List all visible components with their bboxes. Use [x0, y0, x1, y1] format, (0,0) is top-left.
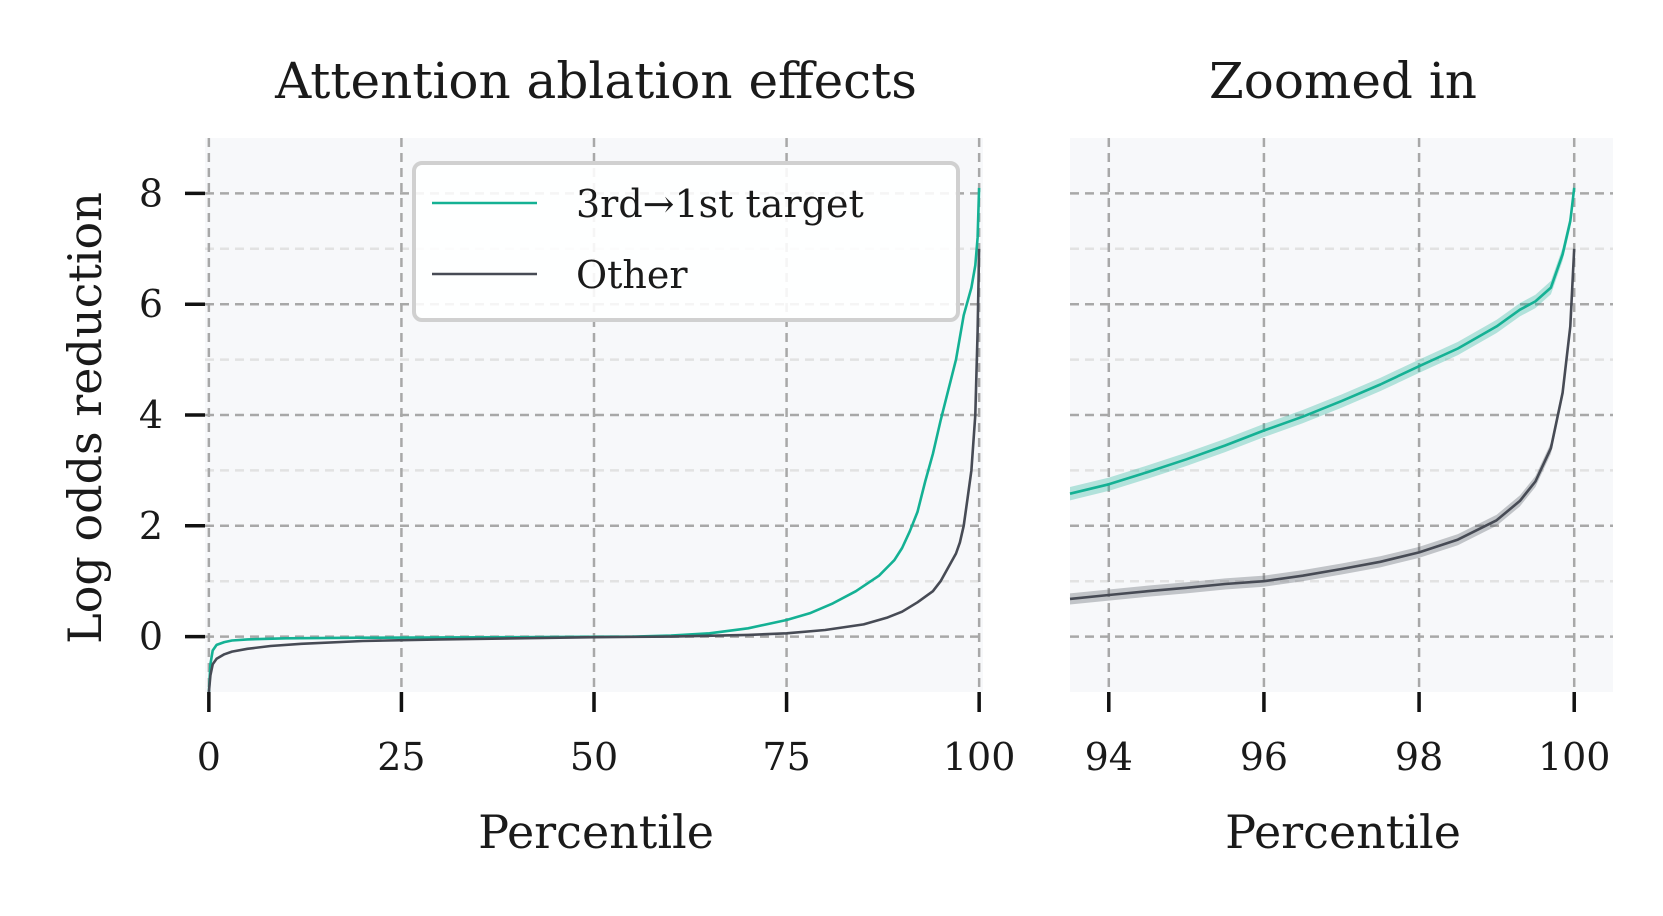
- right-x-axis-label: Percentile: [1225, 805, 1461, 859]
- left-chart-title: Attention ablation effects: [274, 52, 917, 110]
- legend: 3rd→1st target Other: [412, 161, 960, 322]
- left-y-axis-label: Log odds reduction: [58, 192, 112, 644]
- legend-label-other: Other: [576, 253, 688, 297]
- right-plot-area: 94 96 98 100: [1069, 138, 1613, 779]
- left-series-line-1: [207, 248, 981, 693]
- right-series-line-1: [1069, 248, 1576, 601]
- left-x-tick-label: 50: [570, 735, 618, 779]
- left-x-tick-label: 75: [762, 735, 810, 779]
- right-series-line-0: [1069, 187, 1576, 495]
- left-y-tick-label: 0: [139, 615, 163, 659]
- right-chart-title: Zoomed in: [1209, 52, 1477, 110]
- panel-right: Zoomed in 94 96 98 100 Percentile: [1069, 52, 1613, 859]
- left-y-tick-label: 2: [139, 504, 163, 548]
- left-x-tick-label: 100: [943, 735, 1016, 779]
- right-x-tick-label: 94: [1085, 735, 1133, 779]
- legend-label-target: 3rd→1st target: [576, 182, 864, 226]
- left-y-tick-label: 4: [139, 393, 163, 437]
- right-x-tick-label: 98: [1395, 735, 1443, 779]
- left-series-line-0: [207, 187, 981, 693]
- left-x-tick-label: 25: [377, 735, 425, 779]
- left-x-tick-label: 0: [197, 735, 221, 779]
- left-y-tick-label: 8: [139, 171, 163, 215]
- left-y-tick-label: 6: [139, 282, 163, 326]
- legend-box: [412, 161, 960, 322]
- right-x-tick-label: 96: [1240, 735, 1288, 779]
- left-x-axis-label: Percentile: [478, 805, 714, 859]
- right-x-tick-label: 100: [1538, 735, 1611, 779]
